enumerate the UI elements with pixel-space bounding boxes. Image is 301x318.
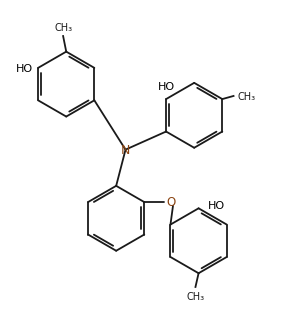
Text: HO: HO: [157, 82, 175, 92]
Text: HO: HO: [208, 201, 225, 211]
Text: O: O: [167, 197, 176, 210]
Text: CH₃: CH₃: [186, 292, 204, 302]
Text: N: N: [121, 144, 130, 157]
Text: HO: HO: [16, 64, 33, 74]
Text: CH₃: CH₃: [54, 23, 72, 33]
Text: CH₃: CH₃: [238, 92, 256, 102]
